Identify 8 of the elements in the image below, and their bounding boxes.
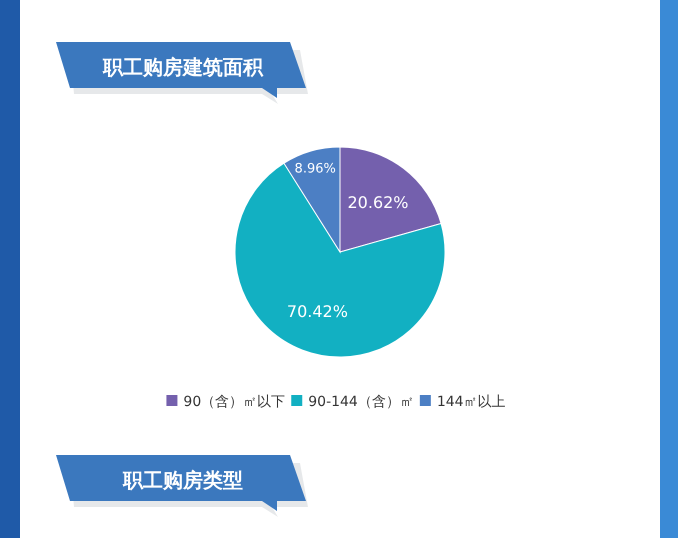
data-label: 70.42% (286, 302, 348, 321)
legend-label: 90-144（含）㎡ (308, 394, 414, 410)
legend-label: 90（含）㎡以下 (183, 394, 286, 410)
legend-label: 144㎡以上 (436, 394, 506, 410)
data-label: 20.62% (348, 192, 409, 212)
chart-title: 职工购房建筑面积 (102, 55, 264, 79)
text: 职工购房类型 (122, 468, 243, 492)
data-label: 8.96% (294, 161, 336, 176)
